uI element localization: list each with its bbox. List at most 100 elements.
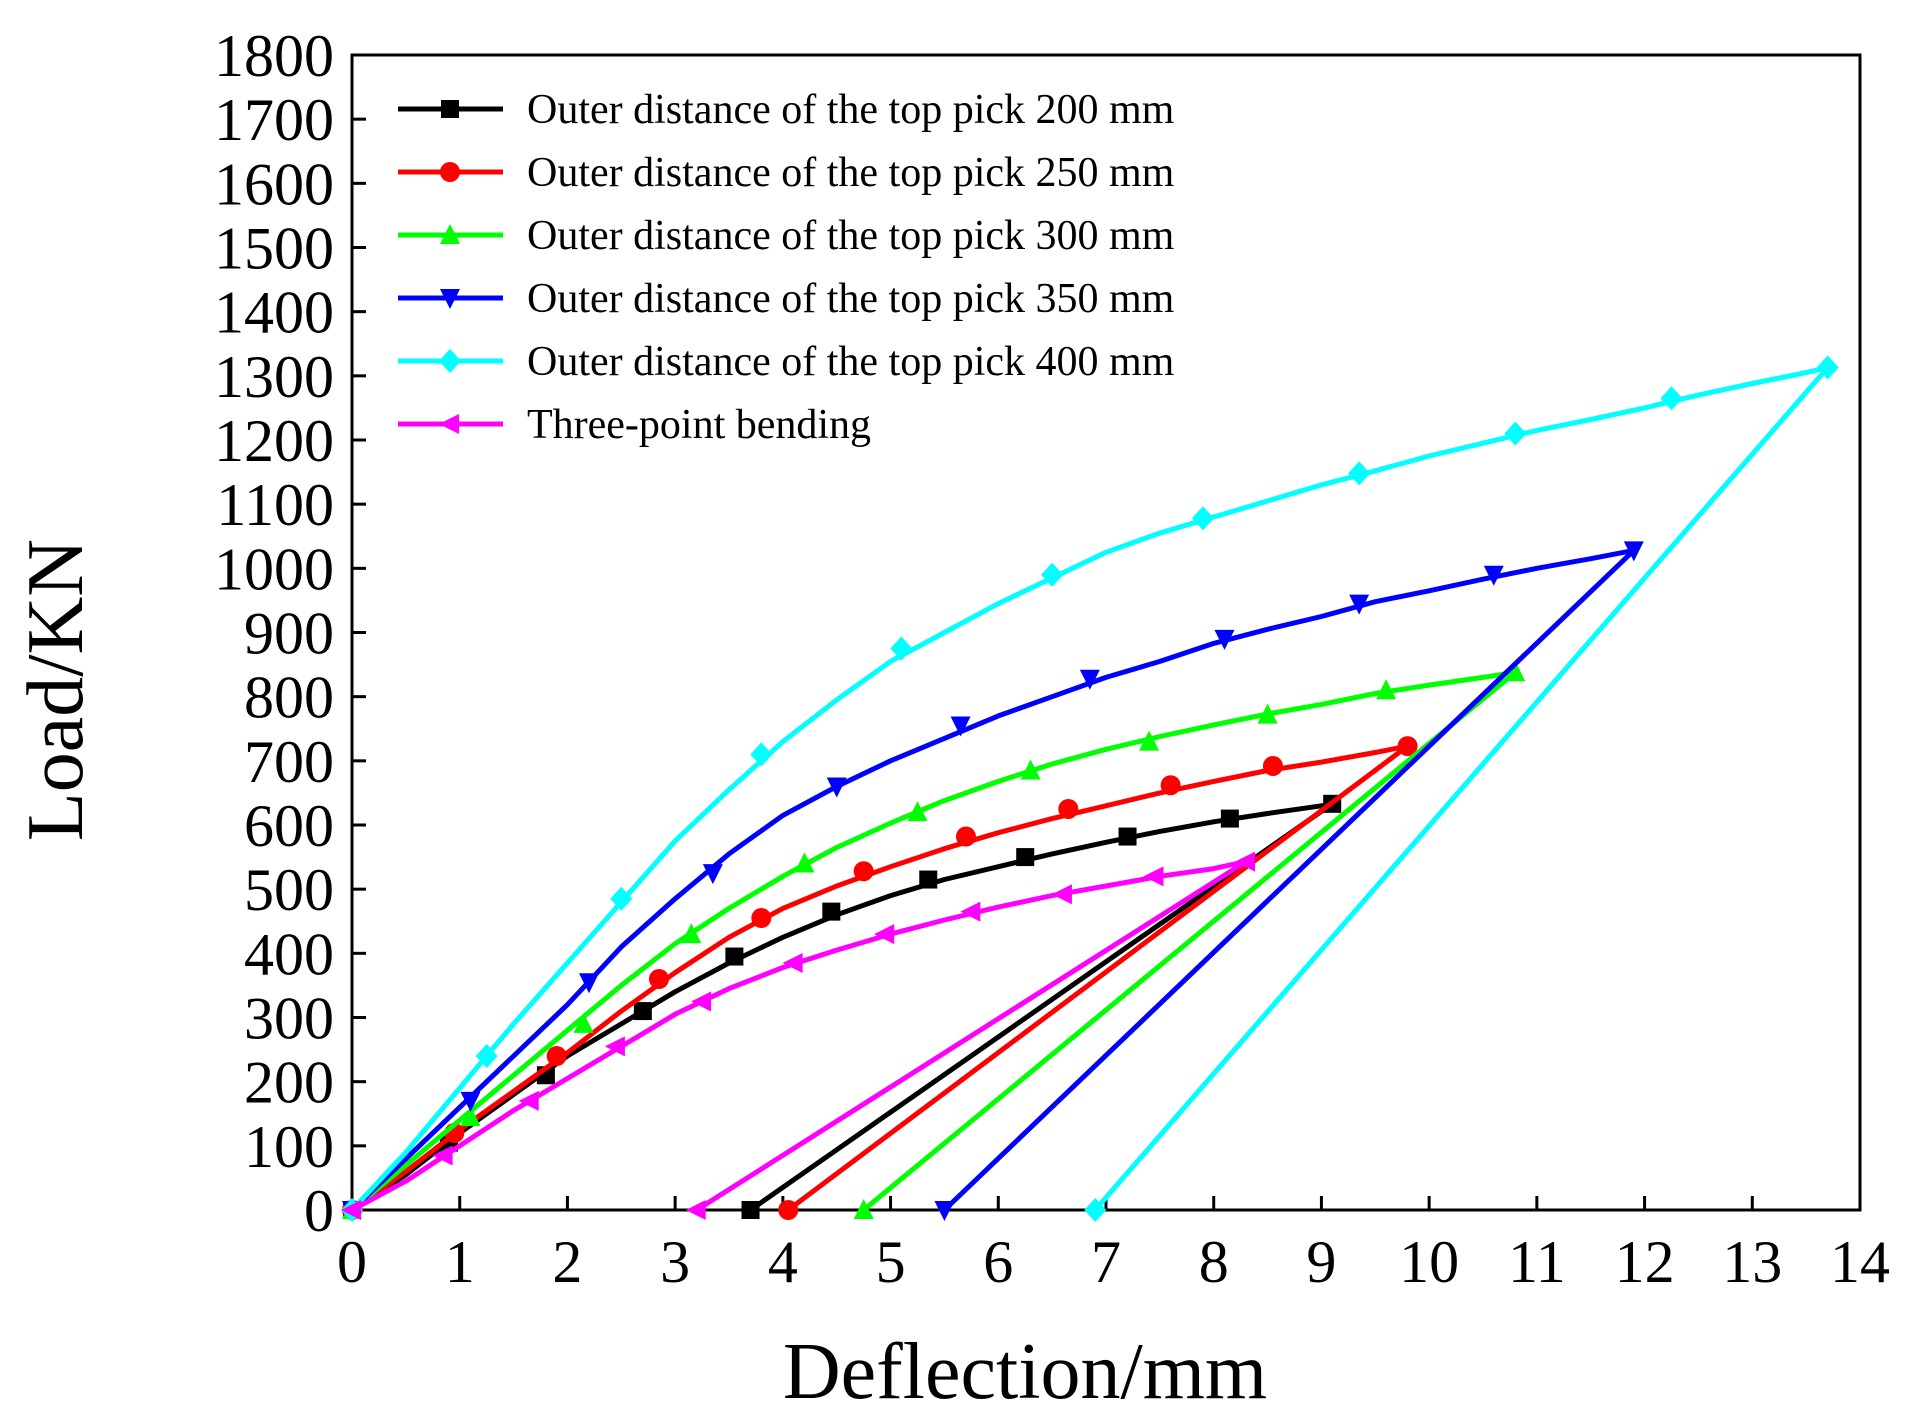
data-point	[1505, 661, 1526, 682]
legend-item: Outer distance of the top pick 350 mm	[398, 276, 1175, 322]
data-point	[685, 1200, 706, 1220]
data-point	[794, 852, 815, 873]
data-point	[460, 1105, 481, 1126]
series-0	[343, 794, 1342, 1219]
y-tick-label: 100	[244, 1114, 334, 1180]
x-tick-label: 13	[1722, 1229, 1782, 1295]
data-point	[919, 870, 938, 889]
y-tick-label: 1600	[214, 151, 334, 217]
data-point	[475, 1044, 498, 1068]
x-tick-label: 4	[768, 1229, 798, 1295]
data-point	[1483, 565, 1504, 586]
data-point	[546, 1046, 567, 1066]
data-point	[1397, 736, 1418, 757]
data-point	[751, 908, 772, 929]
legend-item: Outer distance of the top pick 400 mm	[398, 339, 1175, 385]
data-point	[1220, 809, 1239, 828]
series-1	[342, 736, 1418, 1220]
series-line	[349, 801, 1335, 1213]
data-point	[633, 1002, 652, 1021]
legend: Outer distance of the top pick 200 mm Out…	[398, 87, 1175, 448]
data-point	[1051, 884, 1072, 905]
data-point	[1118, 827, 1137, 846]
data-point	[1079, 669, 1100, 690]
y-tick-label: 800	[244, 665, 334, 731]
legend-item: Outer distance of the top pick 200 mm	[398, 87, 1175, 133]
data-point	[960, 901, 981, 922]
data-point	[1020, 759, 1041, 780]
data-point	[1191, 506, 1214, 531]
x-axis-title: Deflection/mm	[783, 1328, 1267, 1416]
data-point	[1816, 355, 1839, 380]
data-point	[1376, 679, 1397, 700]
legend-marker	[440, 162, 460, 182]
legend-item: Outer distance of the top pick 300 mm	[398, 213, 1175, 259]
y-tick-label: 1500	[214, 216, 334, 282]
legend-marker	[439, 349, 461, 373]
data-point	[1016, 848, 1035, 867]
data-point	[1235, 851, 1256, 872]
legend-marker	[441, 100, 459, 118]
x-tick-label: 14	[1830, 1229, 1890, 1295]
legend-marker	[440, 224, 460, 244]
y-tick-label: 500	[244, 857, 334, 923]
data-point	[1084, 1198, 1107, 1222]
data-point	[890, 636, 913, 661]
data-point	[341, 1200, 361, 1220]
data-point	[1660, 386, 1683, 411]
data-point	[853, 1199, 874, 1219]
legend-marker	[439, 414, 459, 434]
series-line	[349, 669, 1518, 1213]
data-point	[725, 947, 744, 966]
data-point	[1214, 629, 1235, 650]
y-tick-label: 0	[304, 1178, 334, 1244]
series-line	[349, 743, 1411, 1213]
x-tick-label: 0	[337, 1229, 367, 1295]
y-tick-label: 600	[244, 793, 334, 859]
x-tick-label: 2	[552, 1229, 582, 1295]
data-point	[1041, 562, 1064, 587]
data-point	[741, 1201, 760, 1219]
x-tick-label: 9	[1306, 1229, 1336, 1295]
y-tick-label: 200	[244, 1050, 334, 1116]
data-point	[1623, 541, 1644, 562]
y-tick-label: 1400	[214, 280, 334, 346]
legend-label: Outer distance of the top pick 350 mm	[527, 276, 1175, 322]
data-point	[610, 886, 633, 911]
data-point	[432, 1145, 453, 1166]
x-tick-label: 10	[1399, 1229, 1459, 1295]
legend-marker	[440, 289, 460, 309]
y-tick-label: 300	[244, 986, 334, 1052]
data-point	[778, 1200, 799, 1220]
x-tick-label: 7	[1091, 1229, 1121, 1295]
legend-item: Three-point bending	[398, 402, 871, 448]
data-point	[691, 991, 712, 1012]
series-line	[349, 547, 1637, 1213]
data-point	[460, 1091, 481, 1112]
y-tick-label: 1100	[216, 472, 334, 538]
data-point	[822, 902, 841, 921]
data-point	[950, 716, 971, 737]
data-point	[1257, 703, 1278, 724]
data-point	[1349, 594, 1370, 615]
legend-item: Outer distance of the top pick 250 mm	[398, 150, 1175, 196]
series-5	[341, 851, 1256, 1220]
x-tick-label: 8	[1199, 1229, 1229, 1295]
data-point	[604, 1036, 625, 1057]
y-tick-label: 700	[244, 729, 334, 795]
legend-label: Outer distance of the top pick 400 mm	[527, 339, 1175, 385]
x-tick-label: 1	[445, 1229, 475, 1295]
data-point	[573, 1012, 594, 1033]
y-axis-title: Load/KN	[12, 539, 100, 841]
y-tick-label: 1700	[214, 87, 334, 153]
data-point	[1504, 421, 1527, 446]
data-point	[1058, 798, 1079, 819]
data-point	[648, 969, 669, 989]
data-point	[1160, 775, 1181, 796]
series-3	[342, 541, 1644, 1221]
data-point	[782, 952, 803, 973]
y-tick-label: 900	[244, 601, 334, 667]
legend-label: Three-point bending	[527, 402, 871, 448]
x-axis-ticks: 0 1 2 3 4 5 6 7 8 9 10 11 12 13 14	[337, 1196, 1890, 1295]
